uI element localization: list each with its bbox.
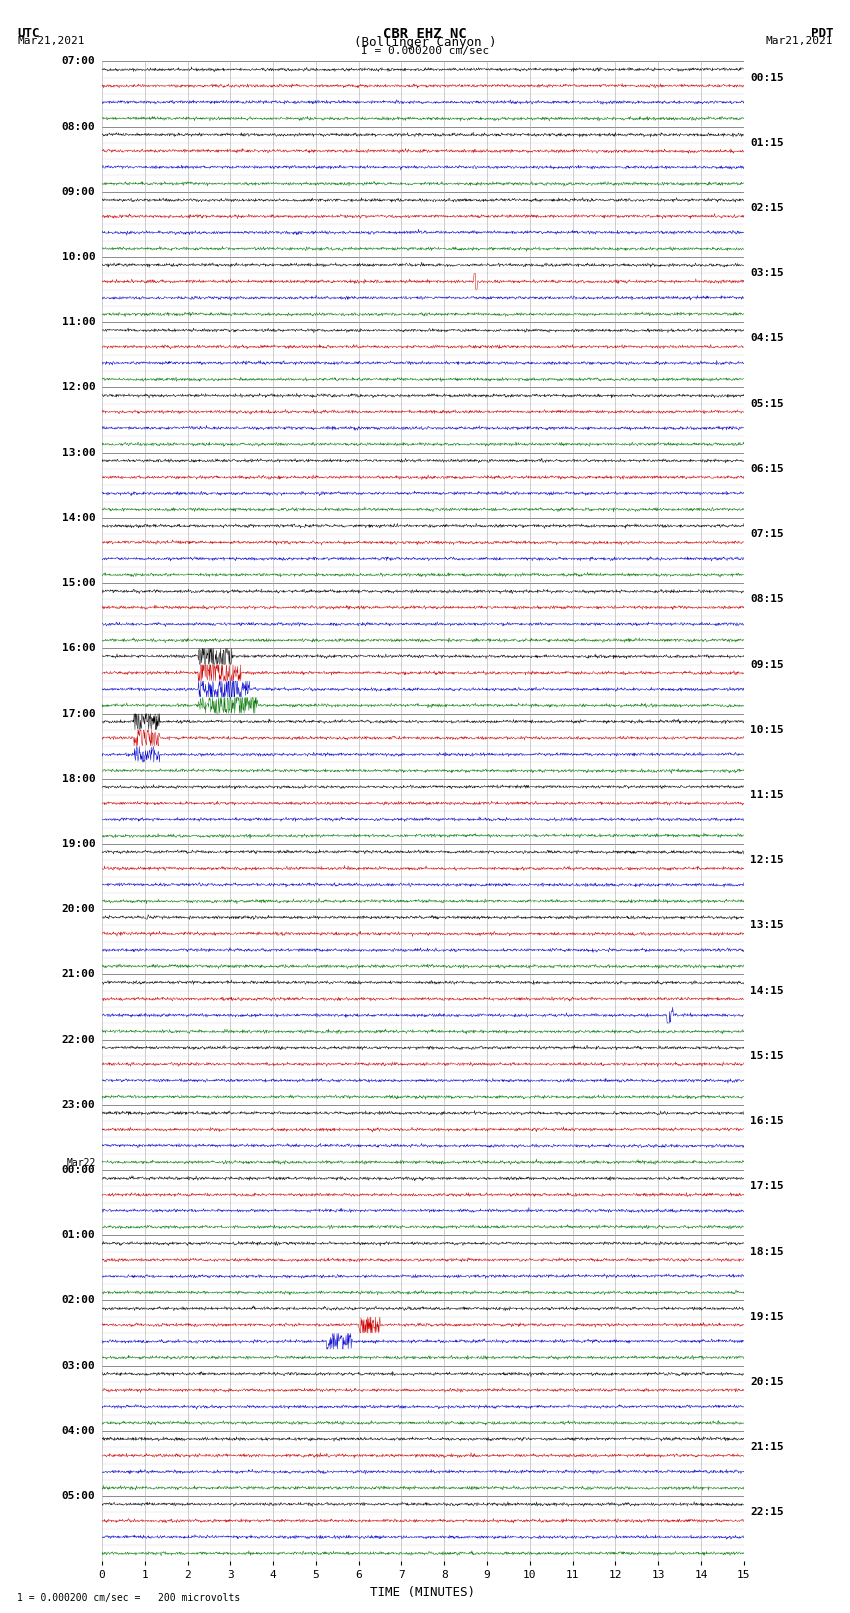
Text: CBR EHZ NC: CBR EHZ NC bbox=[383, 26, 467, 40]
Text: 05:15: 05:15 bbox=[751, 398, 784, 408]
Text: UTC: UTC bbox=[17, 26, 39, 40]
Text: 03:15: 03:15 bbox=[751, 268, 784, 279]
Text: 19:00: 19:00 bbox=[62, 839, 95, 848]
Text: 00:00: 00:00 bbox=[62, 1165, 95, 1174]
Text: 13:15: 13:15 bbox=[751, 921, 784, 931]
Text: 22:15: 22:15 bbox=[751, 1508, 784, 1518]
Text: Mar22: Mar22 bbox=[66, 1158, 95, 1168]
Text: 17:15: 17:15 bbox=[751, 1181, 784, 1192]
Text: 17:00: 17:00 bbox=[62, 708, 95, 718]
Text: 08:00: 08:00 bbox=[62, 121, 95, 132]
Text: (Bollinger Canyon ): (Bollinger Canyon ) bbox=[354, 37, 496, 50]
Text: 03:00: 03:00 bbox=[62, 1361, 95, 1371]
Text: 12:00: 12:00 bbox=[62, 382, 95, 392]
Text: 22:00: 22:00 bbox=[62, 1034, 95, 1045]
Text: 05:00: 05:00 bbox=[62, 1490, 95, 1502]
Text: 20:15: 20:15 bbox=[751, 1378, 784, 1387]
Text: 06:15: 06:15 bbox=[751, 465, 784, 474]
Text: 01:00: 01:00 bbox=[62, 1231, 95, 1240]
Text: 11:15: 11:15 bbox=[751, 790, 784, 800]
Text: I = 0.000200 cm/sec: I = 0.000200 cm/sec bbox=[361, 45, 489, 56]
Text: 02:00: 02:00 bbox=[62, 1295, 95, 1305]
Text: 18:00: 18:00 bbox=[62, 774, 95, 784]
Text: 16:15: 16:15 bbox=[751, 1116, 784, 1126]
Text: 04:15: 04:15 bbox=[751, 334, 784, 344]
Text: 02:15: 02:15 bbox=[751, 203, 784, 213]
Text: 13:00: 13:00 bbox=[62, 448, 95, 458]
Text: 09:00: 09:00 bbox=[62, 187, 95, 197]
Text: 10:00: 10:00 bbox=[62, 252, 95, 261]
Text: PDT: PDT bbox=[811, 26, 833, 40]
Text: 15:15: 15:15 bbox=[751, 1052, 784, 1061]
X-axis label: TIME (MINUTES): TIME (MINUTES) bbox=[371, 1586, 475, 1598]
Text: 19:15: 19:15 bbox=[751, 1311, 784, 1321]
Text: Mar21,2021: Mar21,2021 bbox=[17, 37, 84, 47]
Text: 04:00: 04:00 bbox=[62, 1426, 95, 1436]
Text: 11:00: 11:00 bbox=[62, 318, 95, 327]
Text: 08:15: 08:15 bbox=[751, 594, 784, 605]
Text: 00:15: 00:15 bbox=[751, 73, 784, 82]
Text: 14:15: 14:15 bbox=[751, 986, 784, 995]
Text: 15:00: 15:00 bbox=[62, 577, 95, 589]
Text: 14:00: 14:00 bbox=[62, 513, 95, 523]
Text: 21:00: 21:00 bbox=[62, 969, 95, 979]
Text: Mar21,2021: Mar21,2021 bbox=[766, 37, 833, 47]
Text: 09:15: 09:15 bbox=[751, 660, 784, 669]
Text: 12:15: 12:15 bbox=[751, 855, 784, 865]
Text: 16:00: 16:00 bbox=[62, 644, 95, 653]
Text: 1 = 0.000200 cm/sec =   200 microvolts: 1 = 0.000200 cm/sec = 200 microvolts bbox=[17, 1594, 241, 1603]
Text: 20:00: 20:00 bbox=[62, 905, 95, 915]
Text: 23:00: 23:00 bbox=[62, 1100, 95, 1110]
Text: 10:15: 10:15 bbox=[751, 724, 784, 736]
Text: 07:00: 07:00 bbox=[62, 56, 95, 66]
Text: 07:15: 07:15 bbox=[751, 529, 784, 539]
Text: 21:15: 21:15 bbox=[751, 1442, 784, 1452]
Text: 18:15: 18:15 bbox=[751, 1247, 784, 1257]
Text: 01:15: 01:15 bbox=[751, 137, 784, 148]
